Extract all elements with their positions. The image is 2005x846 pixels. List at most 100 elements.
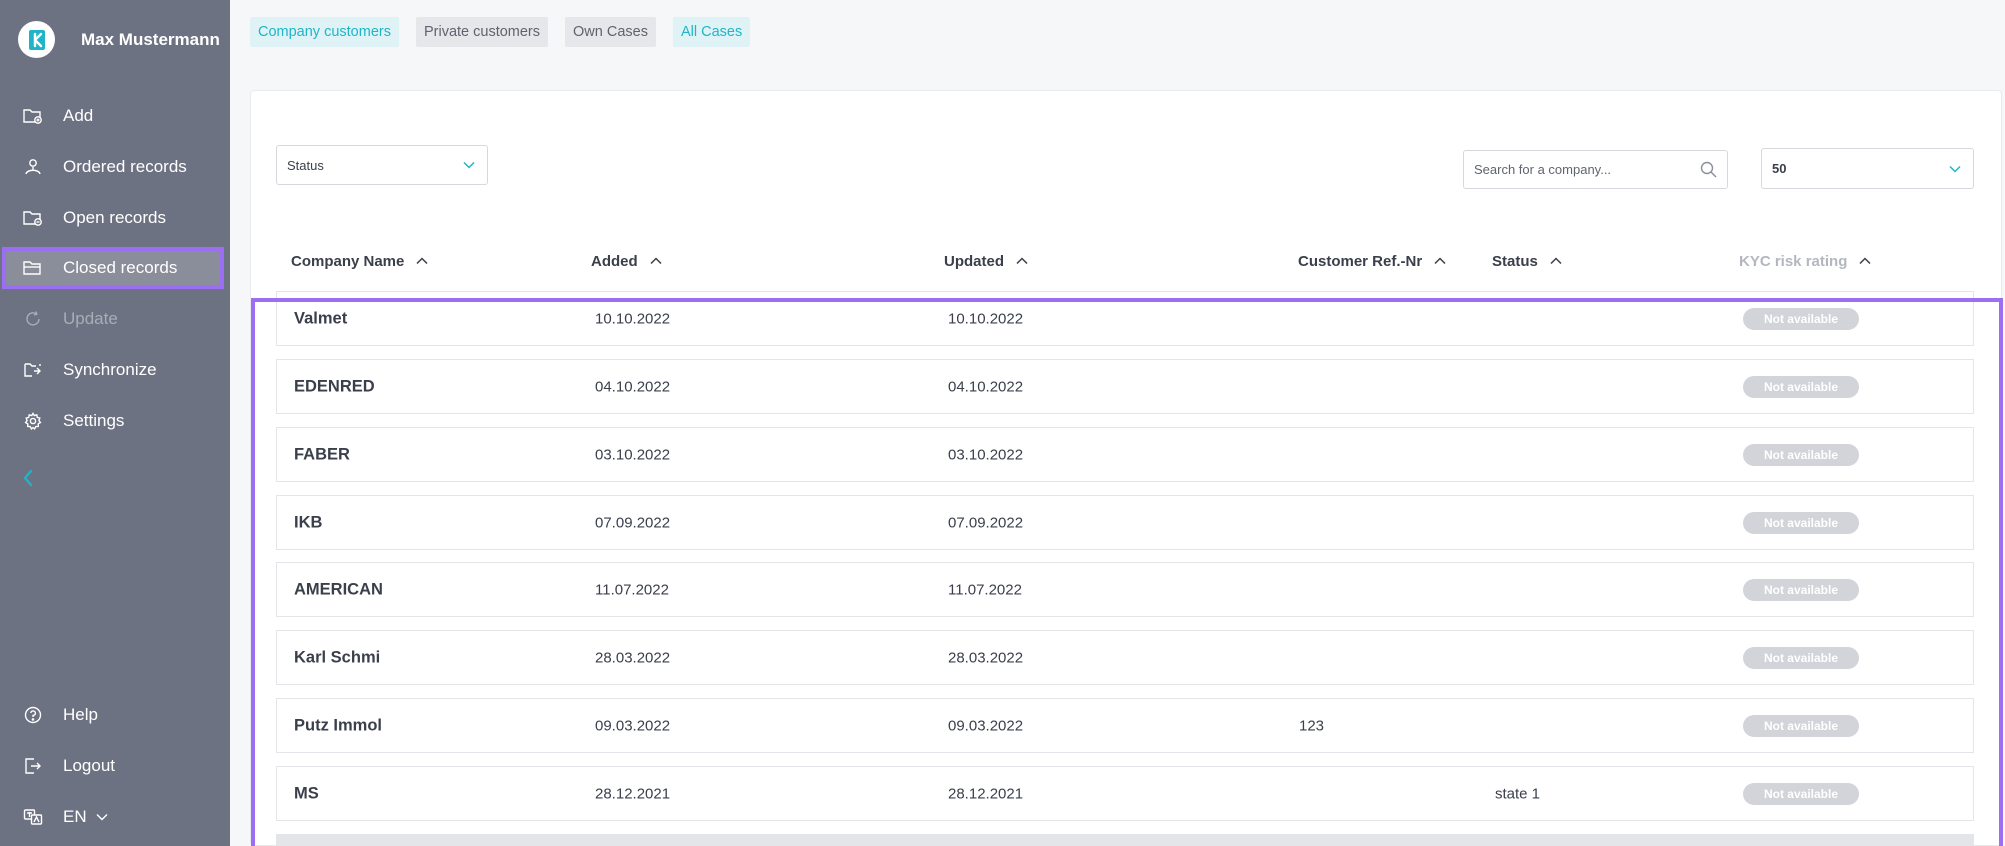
company-name-cell: Karl Schmi [294,648,381,666]
sidebar-item-open-records[interactable]: Open records [2,197,224,239]
added-date-cell: 07.09.2022 [595,514,671,531]
added-date-cell: 28.03.2022 [595,649,671,666]
sidebar-item-label: Update [63,309,118,328]
sidebar-item-label: Synchronize [63,360,157,379]
status-filter-select[interactable]: Status [276,145,488,185]
updated-date-cell: 11.07.2022 [948,581,1022,598]
status-filter-value: Status [287,157,324,173]
sidebar-item-help[interactable]: Help [2,694,224,736]
table-row[interactable]: MS 28.12.2021 28.12.2021 state 1 Not ava… [276,766,1974,821]
company-name-cell: EDENRED [294,377,375,395]
chevron-down-icon [1949,165,1961,173]
column-header-updated[interactable]: Updated [944,250,1028,272]
table-row[interactable]: Putz Immol 09.03.2022 09.03.2022 123 Not… [276,698,1974,753]
column-header-label: Company Name [291,252,405,270]
sidebar-item-synchronize[interactable]: Synchronize [2,349,224,391]
kyc-rating-badge: Not available [1743,578,1859,601]
sync-icon [23,360,43,380]
sidebar-item-add[interactable]: Add [2,95,224,137]
company-name-cell: IKB [294,513,323,531]
kyc-rating-badge: Not available [1743,714,1859,737]
app-logo[interactable] [18,21,55,58]
updated-date-cell: 28.12.2021 [948,785,1024,802]
added-date-cell: 11.07.2022 [595,581,669,598]
sidebar-item-label: Open records [63,208,166,227]
column-header-kyc-risk-rating[interactable]: KYC risk rating [1739,250,1871,272]
kyc-rating-badge: Not available [1743,646,1859,669]
language-icon [23,807,43,827]
column-header-label: Added [591,252,638,270]
search-icon[interactable] [1700,161,1717,178]
customer-ref-cell: 123 [1299,717,1325,734]
language-switcher[interactable]: EN [2,796,224,838]
table-row[interactable]: FABER 03.10.2022 03.10.2022 Not availabl… [276,427,1974,482]
column-header-company-name[interactable]: Company Name [291,250,428,272]
sidebar-item-label: Help [63,705,98,724]
sidebar-item-ordered-records[interactable]: Ordered records [2,146,224,188]
tab-company-customers[interactable]: Company customers [250,17,399,47]
gear-icon [23,411,43,431]
per-page-select[interactable]: 50 [1761,148,1974,189]
status-cell: state 1 [1495,785,1541,802]
updated-date-cell: 28.03.2022 [948,649,1024,666]
table-row[interactable]: EDENRED 04.10.2022 04.10.2022 Not availa… [276,359,1974,414]
sort-ascending-icon [1016,257,1028,265]
table-row[interactable]: IKB 07.09.2022 07.09.2022 Not available [276,495,1974,550]
sort-ascending-icon [1859,257,1871,265]
collapse-sidebar-button[interactable] [22,468,42,492]
kyc-rating-badge: Not available [1743,782,1859,805]
sidebar-item-label: Settings [63,411,125,430]
table-row-partial [276,834,1974,846]
sidebar-item-settings[interactable]: Settings [2,400,224,442]
sort-ascending-icon [650,257,662,265]
sidebar-item-label: Add [63,106,94,125]
sort-ascending-icon [1550,257,1562,265]
kyc-rating-badge: Not available [1743,511,1859,534]
updated-date-cell: 03.10.2022 [948,446,1024,463]
column-header-label: Status [1492,252,1538,270]
column-header-label: KYC risk rating [1739,252,1848,270]
column-header-customer-ref[interactable]: Customer Ref.-Nr [1298,250,1446,272]
closed-folder-icon [23,258,43,278]
sidebar-item-closed-records[interactable]: Closed records [2,247,224,289]
company-name-cell: Putz Immol [294,716,383,734]
updated-date-cell: 10.10.2022 [948,310,1024,327]
column-header-status[interactable]: Status [1492,250,1562,272]
company-name-cell: Valmet [294,309,348,327]
column-header-added[interactable]: Added [591,250,662,272]
case-tabs: Company customers Private customers Own … [250,17,751,47]
added-date-cell: 04.10.2022 [595,378,671,395]
sort-ascending-icon [416,257,428,265]
tab-all-cases[interactable]: All Cases [672,17,751,47]
sidebar: Max Mustermann Add Ordered records Open … [0,0,230,846]
company-name-cell: FABER [294,445,350,463]
company-search-input[interactable] [1474,162,1700,177]
table-row[interactable]: AMERICAN 11.07.2022 11.07.2022 Not avail… [276,562,1974,617]
table-row[interactable]: Valmet 10.10.2022 10.10.2022 Not availab… [276,291,1974,346]
tab-private-customers[interactable]: Private customers [415,17,549,47]
refresh-icon [23,309,43,329]
brand: Max Mustermann [18,21,220,58]
add-folder-icon [23,106,43,126]
kyc-rating-badge: Not available [1743,307,1859,330]
chevron-down-icon [96,813,108,821]
sidebar-item-label: Ordered records [63,157,187,176]
sidebar-item-logout[interactable]: Logout [2,745,224,787]
added-date-cell: 03.10.2022 [595,446,671,463]
company-name-cell: AMERICAN [294,580,383,598]
added-date-cell: 10.10.2022 [595,310,671,327]
logout-icon [23,756,43,776]
person-icon [23,157,43,177]
user-name: Max Mustermann [81,30,220,49]
updated-date-cell: 09.03.2022 [948,717,1024,734]
sidebar-item-label: Logout [63,756,115,775]
table-row[interactable]: Karl Schmi 28.03.2022 28.03.2022 Not ava… [276,630,1974,685]
tab-own-cases[interactable]: Own Cases [565,17,656,47]
sidebar-item-update[interactable]: Update [2,298,224,340]
chevron-down-icon [463,161,475,169]
updated-date-cell: 07.09.2022 [948,514,1024,531]
kyc-rating-badge: Not available [1743,443,1859,466]
open-folder-icon [23,208,43,228]
company-search-box [1463,150,1728,189]
sort-ascending-icon [1434,257,1446,265]
